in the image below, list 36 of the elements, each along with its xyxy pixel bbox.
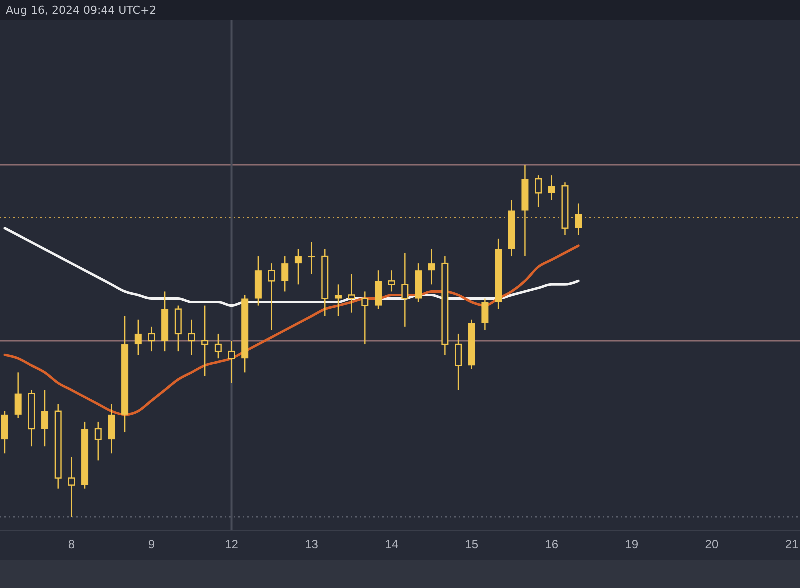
candlestick	[535, 174, 542, 208]
candlestick	[294, 248, 302, 286]
x-tick-label: 21	[785, 538, 799, 552]
candlestick	[428, 248, 436, 286]
candlestick	[42, 390, 49, 448]
candlestick	[94, 421, 102, 462]
x-tick-label: 12	[225, 538, 239, 552]
candlestick	[482, 298, 489, 332]
candlestick	[268, 262, 276, 332]
candlestick	[134, 319, 142, 356]
candlestick	[14, 372, 22, 420]
x-tick-label: 8	[68, 538, 76, 552]
x-tick-label: 16	[545, 538, 559, 552]
candlestick	[188, 319, 196, 356]
candlestick	[334, 284, 342, 317]
candlestick	[282, 256, 289, 292]
x-tick-label: 20	[705, 538, 719, 552]
candlestick	[228, 340, 236, 384]
x-tick-label: 19	[625, 538, 639, 552]
candlestick	[362, 291, 369, 346]
candlestick	[308, 242, 316, 275]
text: Aug 16, 2024 09:44 UTC+2	[6, 4, 157, 17]
candlestick	[455, 333, 462, 391]
candlestick	[575, 203, 582, 236]
candlestick	[548, 174, 556, 201]
x-tick-label: 13	[305, 538, 319, 552]
candlestick	[348, 274, 356, 314]
x-tick-label: 15	[465, 538, 479, 552]
candlestick	[388, 270, 396, 292]
candlestick	[214, 333, 222, 360]
candlestick	[148, 326, 156, 352]
candlestick	[402, 252, 409, 328]
x-tick-label: 9	[148, 538, 156, 552]
x-tick-label: 14	[385, 538, 399, 552]
candlestick	[68, 456, 76, 518]
candlestick	[202, 305, 209, 377]
